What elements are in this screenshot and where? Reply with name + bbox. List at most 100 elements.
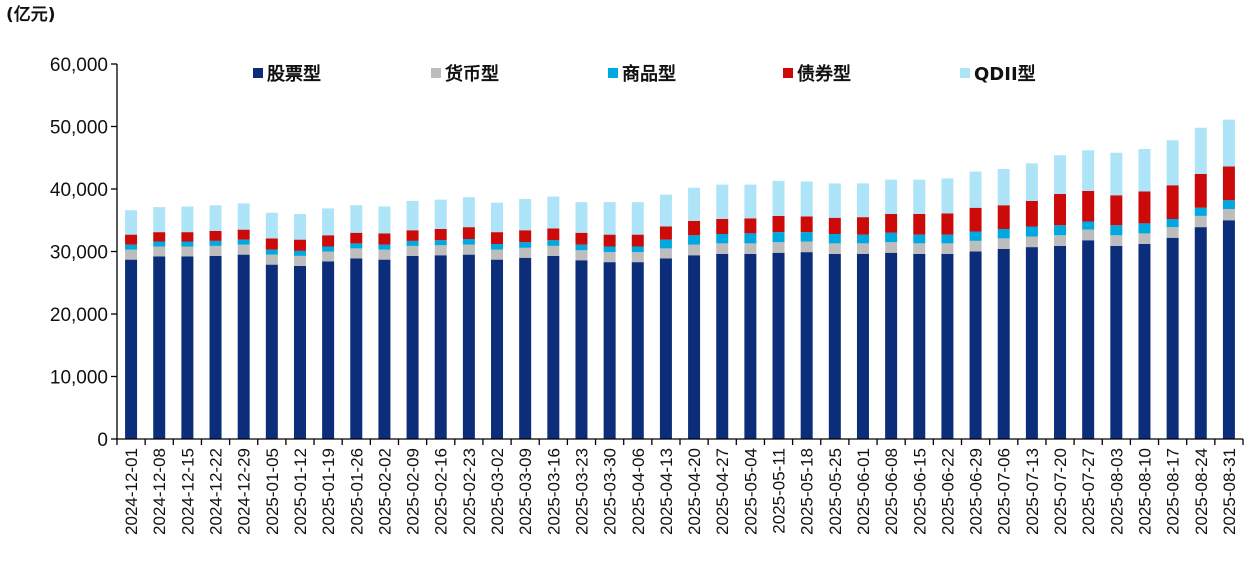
x-tick-label: 2025-03-23: [572, 448, 591, 535]
bar-segment: [434, 255, 447, 439]
legend-label: 货币型: [445, 63, 499, 85]
legend-label: QDII型: [974, 63, 1036, 85]
bar-segment: [997, 205, 1010, 229]
bar-segment: [744, 254, 757, 439]
bar-segment: [237, 203, 250, 230]
bar-segment: [1138, 233, 1151, 245]
bar-segment: [322, 261, 335, 439]
bar-segment: [659, 194, 672, 227]
bar-segment: [181, 232, 194, 242]
y-tick-label: 0: [97, 430, 108, 451]
bar-segment: [406, 245, 419, 256]
bar-segment: [631, 246, 644, 253]
bar-segment: [631, 234, 644, 247]
bar-segment: [744, 218, 757, 234]
bar-segment: [631, 262, 644, 440]
bar-segment: [209, 245, 222, 256]
legend-swatch: [253, 68, 263, 78]
x-tick-label: 2025-06-22: [938, 448, 957, 535]
bar-segment: [1166, 227, 1179, 238]
bar-segment: [434, 245, 447, 256]
bar-segment: [378, 233, 391, 245]
y-tick-label: 10,000: [50, 368, 108, 389]
bar-segment: [856, 183, 869, 218]
x-tick-label: 2025-04-06: [629, 448, 648, 535]
bar-segment: [209, 240, 222, 246]
bar-segment: [1166, 219, 1179, 228]
bar-segment: [547, 240, 560, 246]
bar-segment: [1138, 149, 1151, 192]
bar-segment: [547, 255, 560, 440]
bar-segment: [913, 243, 926, 254]
bar-segment: [519, 230, 532, 243]
bar-segment: [322, 235, 335, 247]
bar-segment: [969, 231, 982, 241]
x-tick-label: 2025-05-04: [741, 448, 760, 535]
bar-segment: [659, 248, 672, 259]
bar-segment: [1194, 215, 1207, 228]
bar-segment: [631, 252, 644, 263]
bar-segment: [1082, 150, 1095, 191]
x-tick-label: 2025-03-16: [544, 448, 563, 535]
bar-segment: [125, 259, 138, 440]
bar-segment: [997, 229, 1010, 239]
bar-segment: [1025, 247, 1038, 439]
y-tick-label: 30,000: [50, 243, 108, 264]
bar-segment: [153, 241, 166, 247]
bar-segment: [125, 234, 138, 245]
bar-segment: [181, 246, 194, 257]
bar-segment: [406, 255, 419, 440]
bar-segment: [1054, 155, 1067, 194]
bar-segment: [237, 254, 250, 440]
bar-segment: [941, 254, 954, 439]
bar-segment: [603, 234, 616, 247]
bar-segment: [1166, 140, 1179, 186]
bar-segment: [744, 243, 757, 254]
bar-segment: [350, 205, 363, 233]
bar-segment: [1222, 119, 1235, 167]
bar-segment: [603, 246, 616, 253]
bar-segment: [265, 249, 278, 255]
bar-segment: [547, 228, 560, 241]
bar-segment: [434, 240, 447, 246]
bar-segment: [519, 247, 532, 258]
bar-segment: [1054, 194, 1067, 226]
bar-segment: [688, 187, 701, 221]
bar-segment: [969, 171, 982, 208]
bar-segment: [575, 250, 588, 261]
y-unit-label: (亿元): [6, 4, 56, 25]
bar-segment: [378, 206, 391, 234]
x-tick-label: 2025-01-26: [347, 448, 366, 535]
bar-segment: [434, 199, 447, 229]
bars-area: [125, 119, 1235, 440]
bar-segment: [1222, 166, 1235, 201]
x-tick-label: 2025-02-09: [404, 448, 423, 535]
bar-segment: [491, 259, 504, 440]
bar-segment: [603, 202, 616, 235]
bar-segment: [828, 254, 841, 439]
bar-segment: [856, 234, 869, 244]
x-tick-label: 2025-06-01: [854, 448, 873, 535]
bar-segment: [1194, 127, 1207, 174]
bar-segment: [1110, 195, 1123, 226]
bar-segment: [575, 244, 588, 251]
bar-segment: [941, 243, 954, 254]
bar-segment: [1138, 244, 1151, 439]
bar-segment: [716, 243, 729, 254]
bar-segment: [125, 249, 138, 260]
bar-segment: [969, 240, 982, 252]
bar-segment: [603, 262, 616, 440]
x-tick-label: 2025-08-10: [1135, 448, 1154, 535]
bar-segment: [997, 169, 1010, 206]
x-tick-label: 2024-12-08: [150, 448, 169, 535]
bar-segment: [941, 178, 954, 214]
bar-segment: [293, 250, 306, 256]
bar-segment: [688, 235, 701, 245]
bar-segment: [1110, 152, 1123, 196]
bar-segment: [265, 212, 278, 239]
bar-segment: [1222, 220, 1235, 439]
x-tick-label: 2025-08-24: [1192, 448, 1211, 535]
bar-segment: [659, 258, 672, 440]
bar-segment: [772, 215, 785, 233]
